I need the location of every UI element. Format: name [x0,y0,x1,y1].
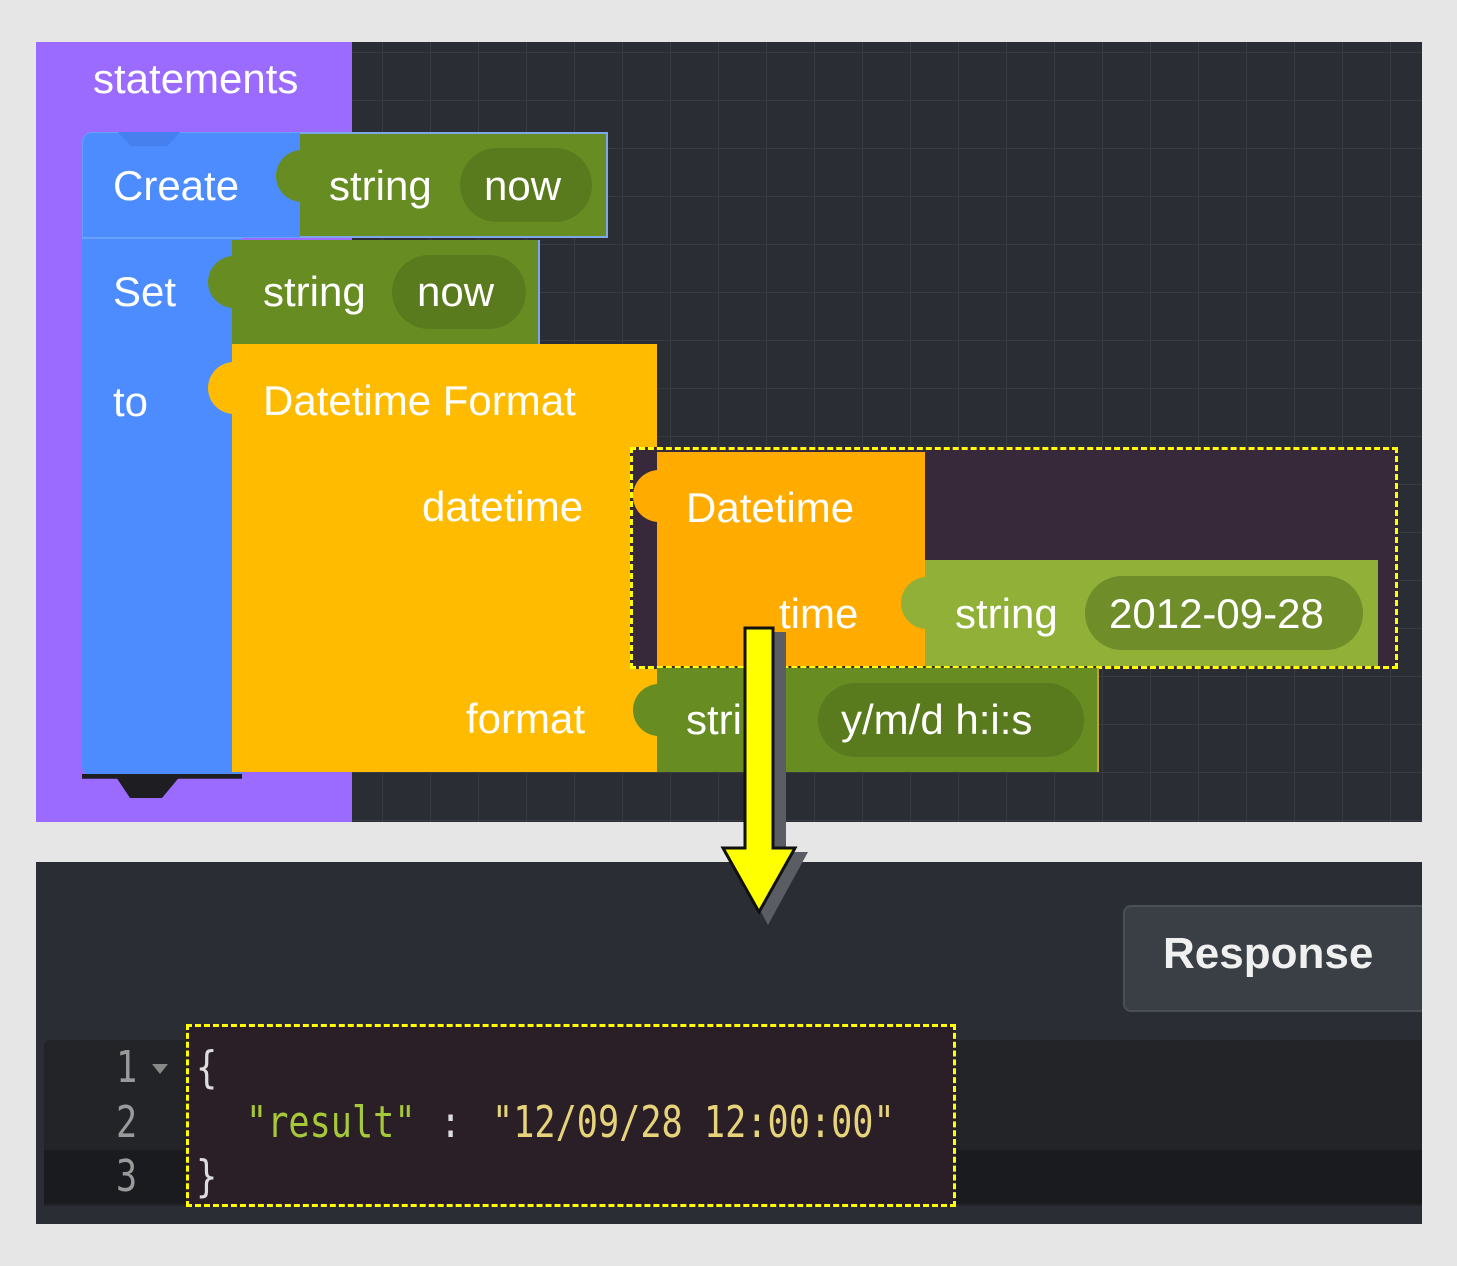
time-string-value: 2012-09-28 [1109,590,1324,637]
datetime-block[interactable] [657,452,925,666]
response-panel: Response 1 2 3 { "result" : "12/09/28 12… [36,862,1422,1224]
time-string-value-field[interactable] [1085,576,1363,650]
set-string-value: now [417,268,495,315]
close-brace: } [196,1151,218,1202]
create-string-type: string [329,162,432,209]
fold-arrow-icon[interactable] [152,1064,168,1074]
to-label: to [113,378,149,425]
response-button[interactable] [1123,905,1422,1012]
create-string-value: now [484,162,562,209]
blocks-workspace[interactable]: statements Create Set to string now stri… [36,42,1422,822]
create-notch [118,132,180,146]
create-string-value-field[interactable] [460,148,592,222]
json-key: "result" [246,1097,416,1148]
json-colon: : [440,1097,483,1148]
response-button-label: Response [1163,929,1374,978]
open-brace: { [196,1042,218,1093]
down-arrow-icon [720,626,808,925]
statements-label: statements [93,55,299,102]
datetime-format-label: Datetime Format [263,377,576,424]
set-label: Set [113,268,177,315]
create-block[interactable] [82,132,312,238]
line-number-3: 3 [116,1151,138,1202]
set-string-type: string [263,268,366,315]
datetime-input-label: datetime [422,483,584,530]
format-input-label: format [466,695,586,742]
set-block[interactable] [82,238,242,776]
format-string-value: y/m/d h:i:s [841,696,1033,743]
datetime-format-block[interactable] [232,344,657,772]
line-number-1: 1 [116,1042,138,1093]
set-string-value-field[interactable] [392,255,526,329]
datetime-label: Datetime [686,484,855,531]
arrow-body [720,626,798,916]
format-string-value-field[interactable] [818,683,1084,757]
json-value: "12/09/28 12:00:00" [492,1097,895,1148]
create-label: Create [113,162,240,209]
time-input-label: time [779,590,859,637]
highlight-box-response [186,1024,956,1207]
line-number-2: 2 [116,1097,138,1148]
time-string-type: string [955,590,1058,637]
